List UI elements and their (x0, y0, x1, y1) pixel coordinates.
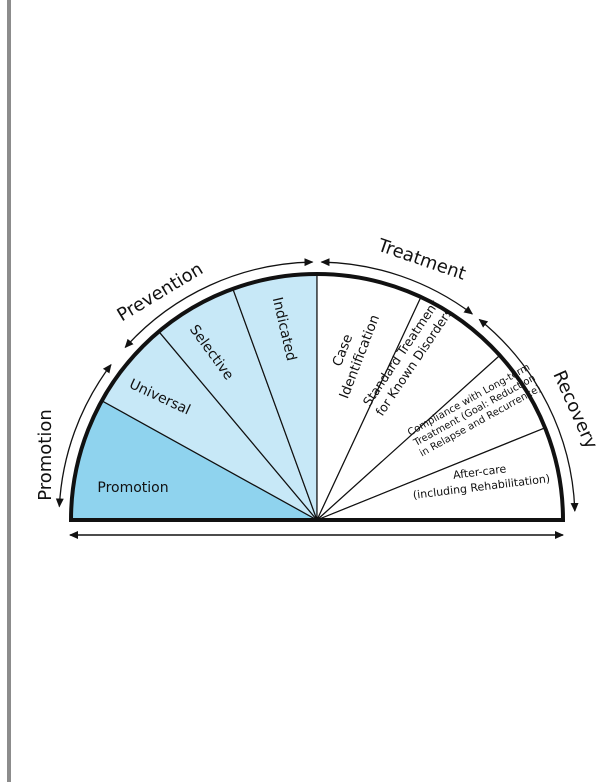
outer-arc-promotion (55, 363, 112, 508)
outer-label-recovery: Recovery (548, 367, 600, 452)
outer-arcs-group (55, 258, 579, 512)
segment-label-promotion: Promotion (97, 480, 168, 496)
outer-arc-prevention (124, 258, 314, 349)
outer-label-treatment: Treatment (374, 235, 468, 285)
outer-arc-recovery (478, 318, 579, 512)
outer-label-promotion: Promotion (35, 409, 56, 501)
segment-label-line: Promotion (97, 480, 168, 496)
page-left-rule (7, 0, 11, 782)
outer-arc-treatment (320, 258, 474, 315)
